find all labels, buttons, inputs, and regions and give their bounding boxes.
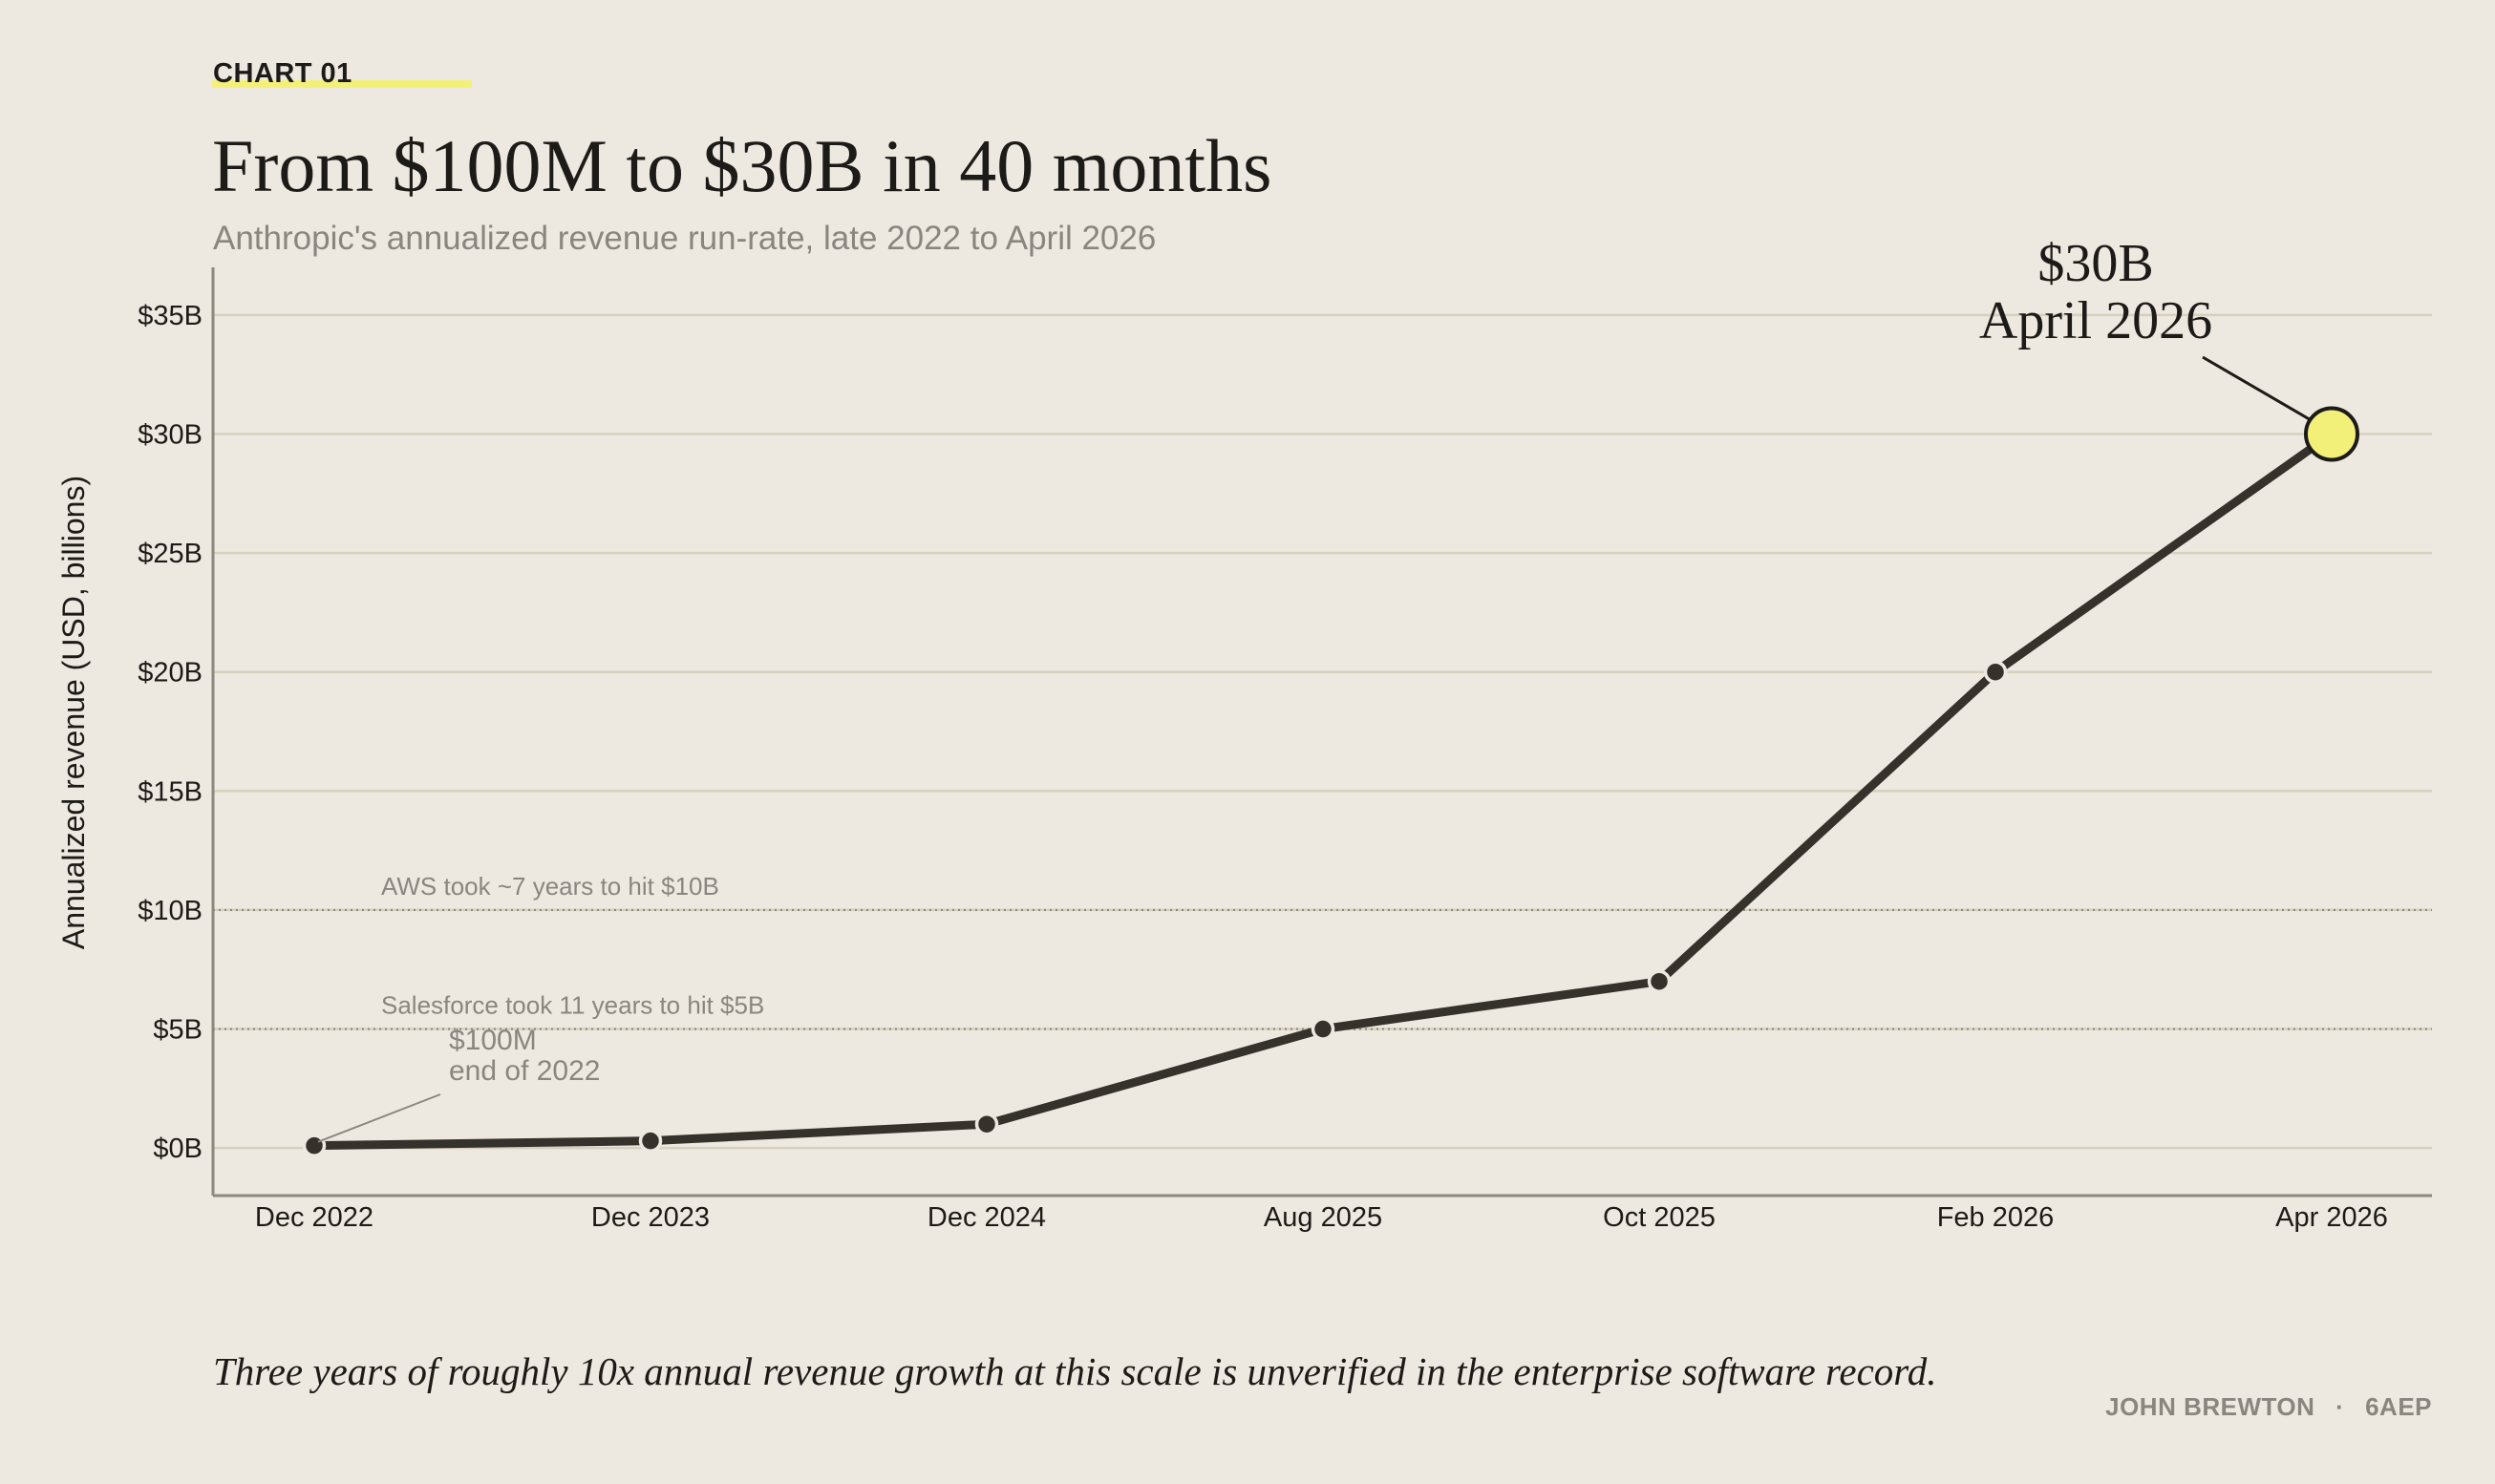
annotation-leader [2202,355,2314,423]
y-tick-label: $0B [153,1134,203,1164]
chart-kicker: CHART 01 [213,58,352,89]
data-point [638,1129,663,1153]
axes [211,267,2432,1198]
x-tick-label: Feb 2026 [1937,1202,2055,1233]
y-tick-label: $35B [138,301,203,331]
y-tick-label: $10B [138,896,203,926]
annotation-label: $100M end of 2022 [449,1025,600,1087]
credit-org: 6AEP [2365,1392,2432,1421]
credit-separator: · [2335,1392,2344,1421]
x-tick-label: Aug 2025 [1264,1202,1382,1233]
x-tick-label: Dec 2022 [255,1202,373,1233]
annotation-label: $30B April 2026 [1979,234,2212,350]
annotation-line: $30B [2037,234,2153,293]
x-tick-label: Oct 2025 [1603,1202,1716,1233]
y-axis-label: Annualized revenue (USD, billions) [56,476,91,949]
x-tick-labels: Dec 2022 Dec 2023 Dec 2024 Aug 2025 Oct 2025… [255,1202,2388,1233]
reference-lines: AWS took ~7 years to hit $10B Salesforce … [213,872,2432,1030]
annotation-line: end of 2022 [449,1055,600,1087]
annotation-line: April 2026 [1979,291,2212,350]
reference-line-label: Salesforce took 11 years to hit $5B [381,991,764,1020]
y-tick-label: $30B [138,419,203,450]
data-point [302,1134,327,1157]
annotation-line: $100M [449,1025,537,1056]
y-tick-label: $5B [153,1015,203,1046]
y-tick-label: $25B [138,539,203,569]
x-tick-label: Apr 2026 [2275,1202,2388,1233]
y-tick-labels: $0B $5B $10B $15B $20B $25B $30B $35B [138,301,203,1164]
highlight-point [2304,406,2359,462]
x-tick-label: Dec 2024 [928,1202,1046,1233]
series-revenue [302,429,2336,1157]
annotations: $100M end of 2022 $30B April 2026 [317,234,2359,1143]
annotation-leader [317,1093,441,1143]
kicker-underline [212,80,472,88]
data-point [1311,1017,1335,1041]
credit-author: JOHN BREWTON [2105,1392,2314,1421]
data-point [1647,969,1672,993]
data-point [974,1112,999,1136]
chart-caption: Three years of roughly 10x annual revenu… [213,1349,1936,1393]
gridlines [213,313,2432,1150]
y-tick-label: $15B [138,776,203,807]
y-tick-label: $20B [138,658,203,689]
data-point [1983,660,2008,684]
chart-subtitle: Anthropic's annualized revenue run-rate,… [213,220,1156,257]
x-tick-label: Dec 2023 [591,1202,710,1233]
chart-title: From $100M to $30B in 40 months [212,124,1271,207]
reference-line-label: AWS took ~7 years to hit $10B [381,872,719,901]
credit: JOHN BREWTON · 6AEP [2105,1392,2432,1421]
